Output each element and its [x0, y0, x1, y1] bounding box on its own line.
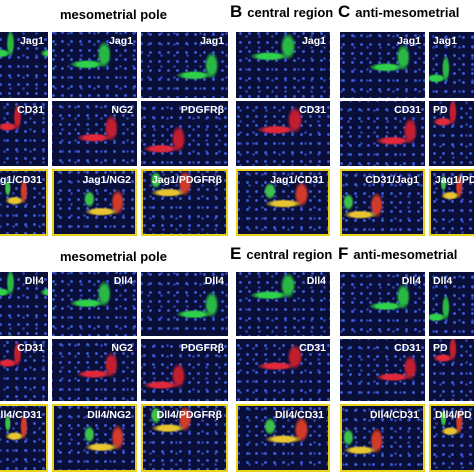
- panel-letter: C: [338, 2, 351, 21]
- micrograph-panel: CD31: [340, 339, 425, 401]
- micrograph-panel: Dll4/NG2: [52, 404, 137, 472]
- micrograph-panel: Dll4/PD: [429, 404, 474, 472]
- stain-label: Jag1: [20, 35, 44, 47]
- stain-label: Dll4: [306, 275, 326, 287]
- stain-label: Dll4/NG2: [87, 409, 131, 421]
- stain-label: Dll4: [204, 275, 224, 287]
- micrograph-panel: Dll4: [429, 272, 474, 336]
- stain-label: Jag1/CD31: [270, 174, 324, 186]
- stain-label: CD31: [17, 104, 44, 116]
- stain-label: Dll4: [401, 275, 421, 287]
- section-header: mesometrial pole: [60, 6, 167, 24]
- stain-label: CD31/Jag1: [365, 174, 419, 186]
- stain-label: Jag1/CD31: [0, 174, 42, 186]
- micrograph-panel: CD31: [0, 339, 48, 401]
- micrograph-panel: CD31: [236, 339, 330, 401]
- stain-label: Jag1: [433, 35, 457, 47]
- stain-label: Dll4/CD31: [0, 409, 42, 421]
- stain-label: CD31: [17, 342, 44, 354]
- stain-label: PDGFRβ: [180, 104, 224, 116]
- stain-label: CD31: [394, 342, 421, 354]
- micrograph-panel: Dll4/CD31: [0, 404, 48, 472]
- micrograph-panel: Dll4: [141, 272, 228, 336]
- section-header: mesometrial pole: [60, 248, 167, 266]
- stain-label: Jag1/PDGFRβ: [151, 174, 222, 186]
- micrograph-panel: Dll4: [0, 272, 48, 336]
- micrograph-panel: Dll4: [52, 272, 137, 336]
- micrograph-panel: Jag1: [52, 32, 137, 98]
- micrograph-panel: CD31: [0, 101, 48, 166]
- stain-label: PD: [433, 342, 448, 354]
- micrograph-panel: Dll4: [340, 272, 425, 336]
- micrograph-panel: Dll4/CD31: [236, 404, 330, 472]
- stain-label: NG2: [111, 104, 133, 116]
- micrograph-panel: Jag1/CD31: [236, 169, 330, 236]
- micrograph-panel: CD31: [340, 101, 425, 166]
- stain-label: PDGFRβ: [180, 342, 224, 354]
- stain-label: CD31: [394, 104, 421, 116]
- micrograph-panel: Jag1: [429, 32, 474, 98]
- stain-label: Jag1: [302, 35, 326, 47]
- micrograph-panel: Jag1/NG2: [52, 169, 137, 236]
- micrograph-panel: Jag1: [340, 32, 425, 98]
- micrograph-panel: Jag1: [236, 32, 330, 98]
- stain-label: Jag1: [200, 35, 224, 47]
- stain-label: Dll4/PD: [435, 409, 472, 421]
- micrograph-panel: Dll4/PDGFRβ: [141, 404, 228, 472]
- micrograph-panel: Jag1: [141, 32, 228, 98]
- micrograph-panel: PDGFRβ: [141, 101, 228, 166]
- region-title: mesometrial pole: [60, 7, 167, 22]
- region-title: central region: [247, 5, 334, 20]
- stain-label: Dll4: [24, 275, 44, 287]
- panel-letter: F: [338, 244, 349, 263]
- micrograph-panel: CD31/Jag1: [340, 169, 425, 236]
- stain-label: Dll4/CD31: [369, 409, 419, 421]
- panel-letter: B: [230, 2, 243, 21]
- stain-label: Jag1/PD: [435, 174, 474, 186]
- region-title: central region: [246, 247, 333, 262]
- micrograph-panel: CD31: [236, 101, 330, 166]
- region-title: anti-mesometrial: [355, 5, 460, 20]
- micrograph-panel: Jag1/CD31: [0, 169, 48, 236]
- region-title: mesometrial pole: [60, 249, 167, 264]
- stain-label: CD31: [299, 104, 326, 116]
- stain-label: Jag1: [397, 35, 421, 47]
- micrograph-panel: Jag1/PD: [429, 169, 474, 236]
- region-title: anti-mesometrial: [353, 247, 458, 262]
- stain-label: Jag1: [109, 35, 133, 47]
- micrograph-panel: Jag1: [0, 32, 48, 98]
- micrograph-panel: NG2: [52, 339, 137, 401]
- stain-label: Jag1/NG2: [82, 174, 131, 186]
- stain-label: NG2: [111, 342, 133, 354]
- micrograph-panel: NG2: [52, 101, 137, 166]
- stain-label: Dll4/CD31: [274, 409, 324, 421]
- stain-label: PD: [433, 104, 448, 116]
- micrograph-panel: Jag1/PDGFRβ: [141, 169, 228, 236]
- micrograph-panel: PDGFRβ: [141, 339, 228, 401]
- micrograph-panel: PD: [429, 101, 474, 166]
- stain-label: Dll4: [113, 275, 133, 287]
- stain-label: Dll4: [433, 275, 453, 287]
- stain-label: Dll4/PDGFRβ: [156, 409, 222, 421]
- micrograph-panel: Dll4: [236, 272, 330, 336]
- stain-label: CD31: [299, 342, 326, 354]
- micrograph-panel: Dll4/CD31: [340, 404, 425, 472]
- panel-letter: E: [230, 244, 242, 263]
- micrograph-panel: PD: [429, 339, 474, 401]
